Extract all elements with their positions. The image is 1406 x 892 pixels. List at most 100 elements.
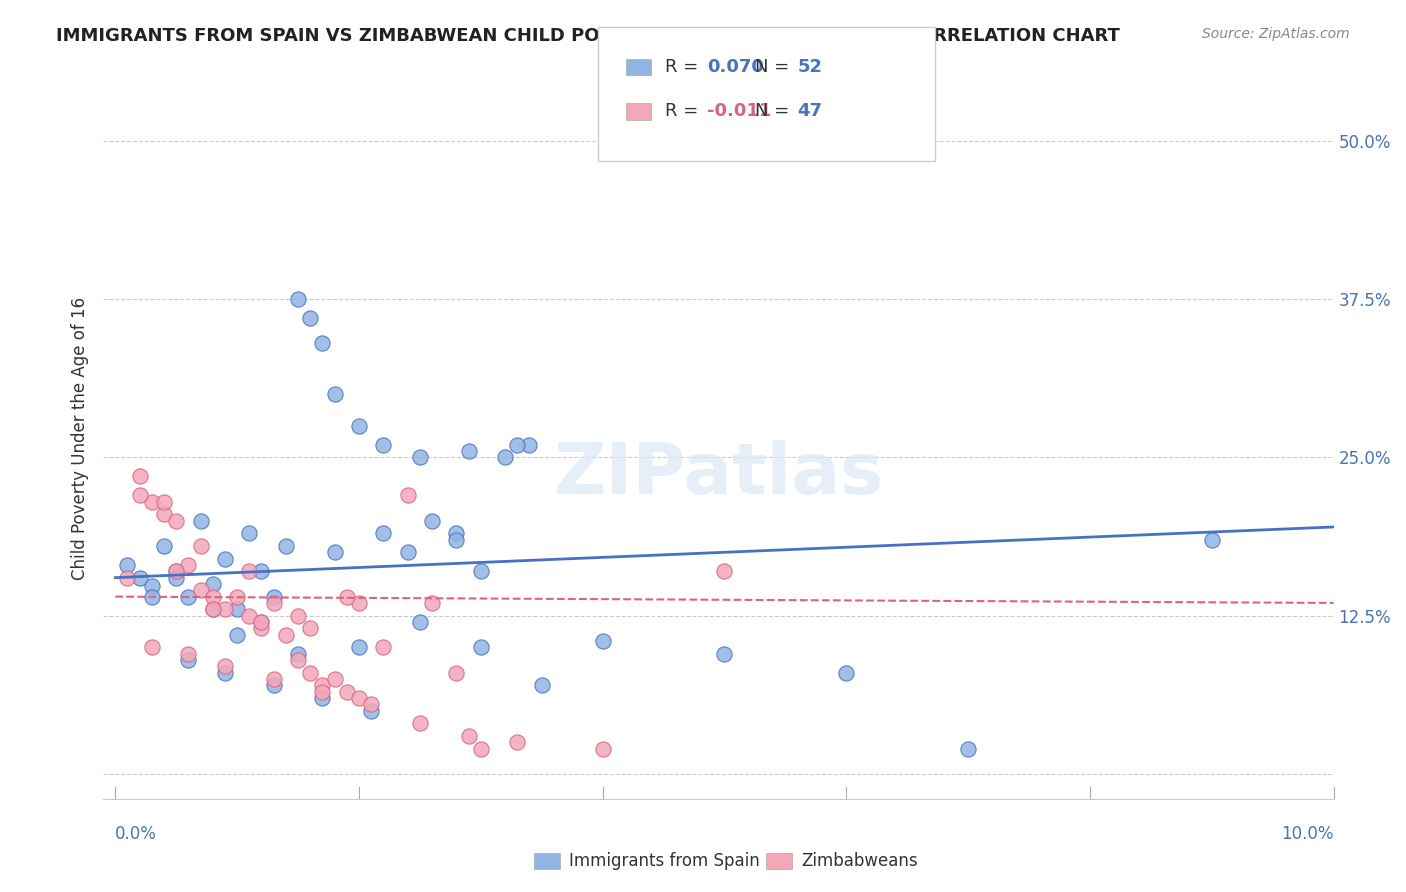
Text: N =: N = xyxy=(755,58,794,76)
Point xyxy=(347,640,370,655)
Point xyxy=(506,437,529,451)
Point xyxy=(201,602,224,616)
Point xyxy=(141,640,163,655)
Point xyxy=(165,571,187,585)
Point xyxy=(250,564,273,578)
Point xyxy=(287,292,309,306)
Point xyxy=(177,647,200,661)
Point xyxy=(835,665,858,680)
Point xyxy=(713,647,735,661)
Point xyxy=(287,653,309,667)
Text: 0.070: 0.070 xyxy=(707,58,763,76)
Point xyxy=(373,526,395,541)
Point xyxy=(336,590,359,604)
Point xyxy=(263,590,285,604)
Point xyxy=(201,590,224,604)
Point xyxy=(530,678,553,692)
Point xyxy=(323,672,346,686)
Point xyxy=(263,596,285,610)
Point xyxy=(592,634,614,648)
Text: ZIPatlas: ZIPatlas xyxy=(553,440,883,509)
Point xyxy=(409,450,432,465)
Point xyxy=(177,590,200,604)
Text: R =: R = xyxy=(665,103,704,120)
Point xyxy=(128,571,150,585)
Text: -0.011: -0.011 xyxy=(707,103,772,120)
Point xyxy=(263,678,285,692)
Point xyxy=(153,539,176,553)
Point xyxy=(396,545,419,559)
Point xyxy=(347,596,370,610)
Point xyxy=(177,558,200,572)
Point xyxy=(446,665,468,680)
Point xyxy=(141,579,163,593)
Point xyxy=(274,539,297,553)
Point xyxy=(128,488,150,502)
Point xyxy=(592,741,614,756)
Point xyxy=(519,437,541,451)
Text: IMMIGRANTS FROM SPAIN VS ZIMBABWEAN CHILD POVERTY UNDER THE AGE OF 16 CORRELATIO: IMMIGRANTS FROM SPAIN VS ZIMBABWEAN CHIL… xyxy=(56,27,1121,45)
Text: N =: N = xyxy=(755,103,794,120)
Point xyxy=(396,488,419,502)
Point xyxy=(409,716,432,731)
Text: 0.0%: 0.0% xyxy=(115,824,157,843)
Point xyxy=(141,494,163,508)
Text: Zimbabweans: Zimbabweans xyxy=(801,852,918,870)
Text: Source: ZipAtlas.com: Source: ZipAtlas.com xyxy=(1202,27,1350,41)
Point xyxy=(287,647,309,661)
Point xyxy=(214,602,236,616)
Point xyxy=(470,640,492,655)
Point xyxy=(214,659,236,673)
Point xyxy=(299,621,322,635)
Point xyxy=(347,418,370,433)
Point xyxy=(165,514,187,528)
Point xyxy=(420,514,443,528)
Point xyxy=(250,615,273,629)
Point xyxy=(420,596,443,610)
Point xyxy=(190,514,212,528)
Point xyxy=(713,564,735,578)
Point xyxy=(311,678,333,692)
Point xyxy=(238,526,260,541)
Point xyxy=(446,533,468,547)
Point xyxy=(506,735,529,749)
Point xyxy=(470,564,492,578)
Point xyxy=(336,684,359,698)
Point xyxy=(165,564,187,578)
Point xyxy=(274,627,297,641)
Point xyxy=(250,615,273,629)
Point xyxy=(153,494,176,508)
Point xyxy=(117,558,139,572)
Text: 52: 52 xyxy=(797,58,823,76)
Point xyxy=(250,621,273,635)
Point xyxy=(201,577,224,591)
Point xyxy=(263,672,285,686)
Point xyxy=(214,665,236,680)
Point xyxy=(360,698,382,712)
Point xyxy=(373,437,395,451)
Point xyxy=(323,387,346,401)
Point xyxy=(226,590,249,604)
Point xyxy=(238,608,260,623)
Point xyxy=(117,571,139,585)
Point xyxy=(373,640,395,655)
Point xyxy=(177,653,200,667)
Point xyxy=(457,729,479,743)
Point xyxy=(494,450,516,465)
Point xyxy=(409,615,432,629)
Point xyxy=(201,602,224,616)
Point xyxy=(323,545,346,559)
Point xyxy=(128,469,150,483)
Point xyxy=(360,704,382,718)
Point xyxy=(238,564,260,578)
Point xyxy=(190,539,212,553)
Point xyxy=(165,564,187,578)
Point xyxy=(214,551,236,566)
Point xyxy=(226,602,249,616)
Point xyxy=(287,608,309,623)
Text: Immigrants from Spain: Immigrants from Spain xyxy=(569,852,761,870)
Point xyxy=(299,665,322,680)
Point xyxy=(299,311,322,326)
Point xyxy=(311,684,333,698)
Point xyxy=(446,526,468,541)
